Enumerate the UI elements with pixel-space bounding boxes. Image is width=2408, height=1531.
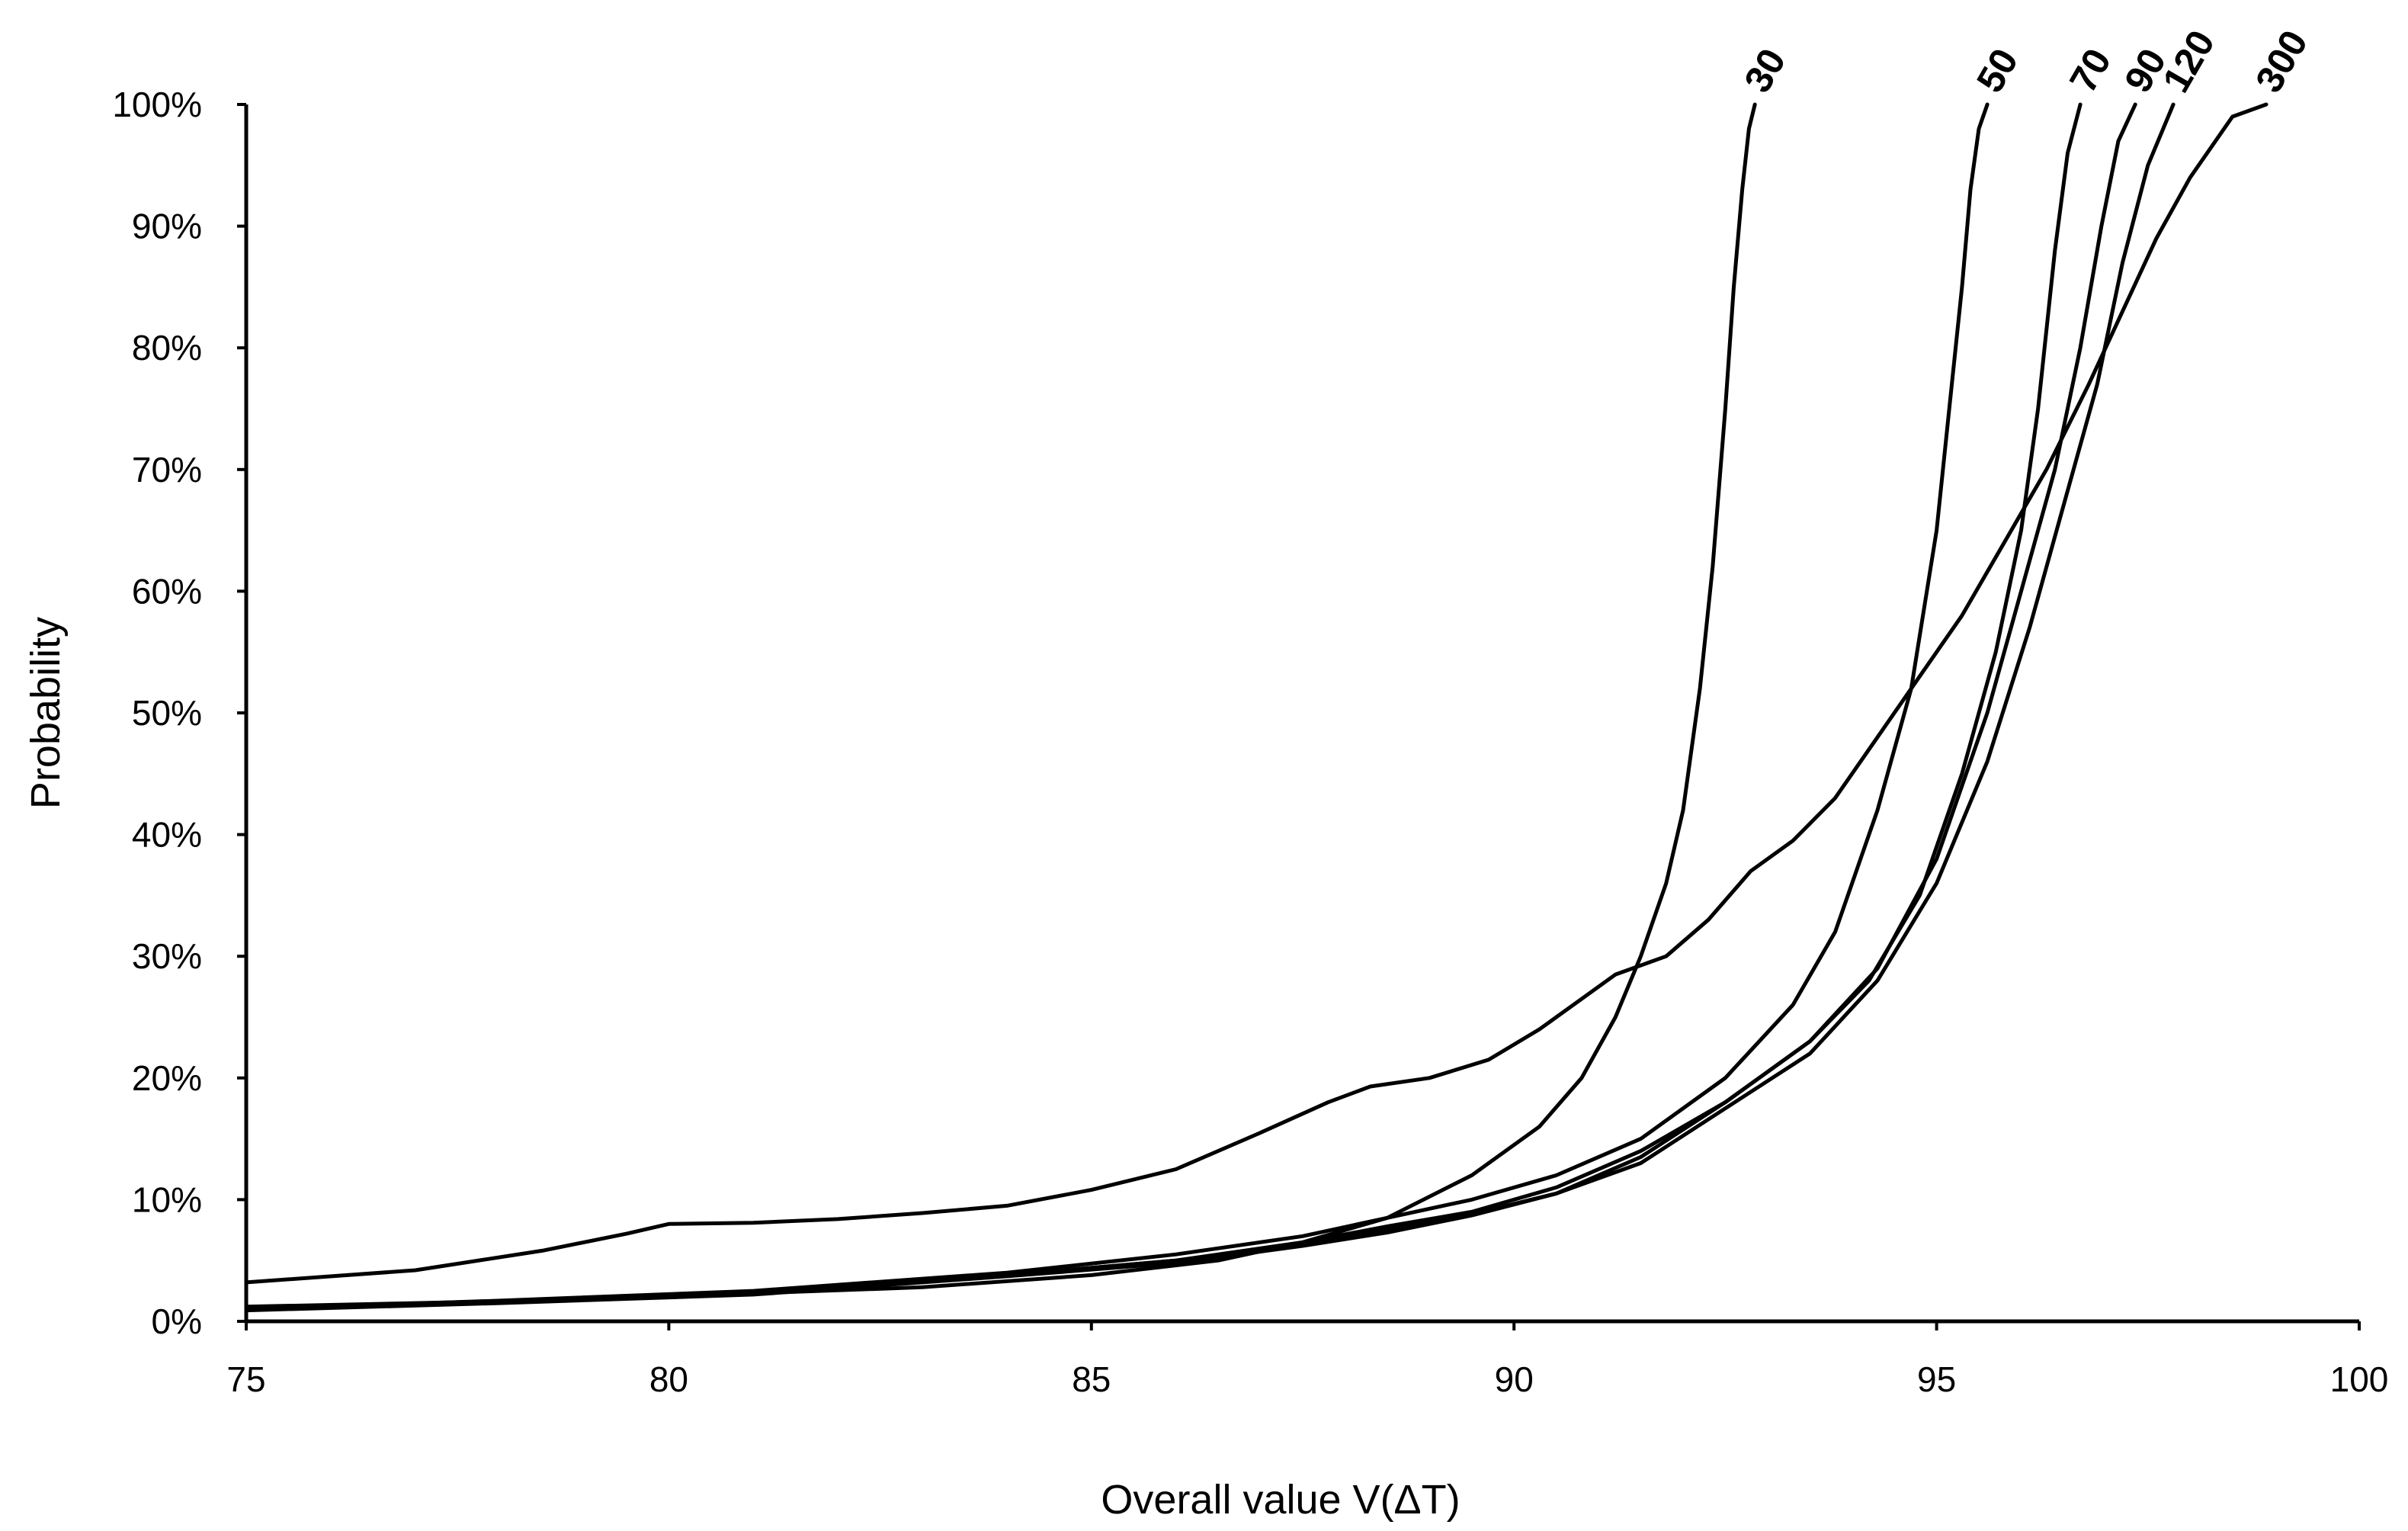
y-tick-label: 20% (132, 1058, 202, 1098)
series-line-90 (244, 102, 2137, 1311)
x-tick-label: 100 (2330, 1359, 2389, 1399)
x-tick-label: 75 (226, 1359, 265, 1399)
y-tick-label: 100% (112, 85, 202, 124)
y-tick-label: 80% (132, 328, 202, 368)
y-tick-label: 0% (152, 1302, 202, 1341)
y-tick-label: 70% (132, 450, 202, 489)
series-line-30 (244, 102, 1757, 1309)
y-tick-label: 40% (132, 815, 202, 855)
axes (244, 104, 2359, 1324)
x-axis-title: Overall value V(ΔT) (1101, 1477, 1460, 1523)
series-label-300: 300 (2247, 23, 2316, 99)
series-label-120: 120 (2154, 23, 2223, 99)
x-tick-label: 80 (649, 1359, 688, 1399)
series-label-50: 50 (1968, 41, 2026, 99)
y-axis-ticks: 0% 10% 20% 30% 40% 50% 60% 70% 80% 90% 100% (112, 85, 246, 1341)
series-line-70 (244, 102, 2083, 1311)
series-label-70: 70 (2061, 41, 2119, 99)
x-axis-ticks: 75 80 85 90 95 100 (226, 1321, 2388, 1399)
series-label-30: 30 (1736, 41, 1794, 99)
series-line-50 (244, 102, 1990, 1311)
y-tick-label: 90% (132, 207, 202, 246)
x-tick-label: 95 (1917, 1359, 1956, 1399)
x-tick-label: 90 (1495, 1359, 1534, 1399)
x-tick-label: 85 (1072, 1359, 1111, 1399)
y-axis-title: Probability (23, 617, 69, 809)
y-tick-label: 30% (132, 936, 202, 976)
series-lines (244, 102, 2269, 1313)
y-tick-label: 10% (132, 1180, 202, 1219)
y-tick-label: 50% (132, 693, 202, 733)
series-line-300 (244, 102, 2269, 1285)
y-tick-label: 60% (132, 571, 202, 611)
series-line-120 (244, 102, 2176, 1313)
